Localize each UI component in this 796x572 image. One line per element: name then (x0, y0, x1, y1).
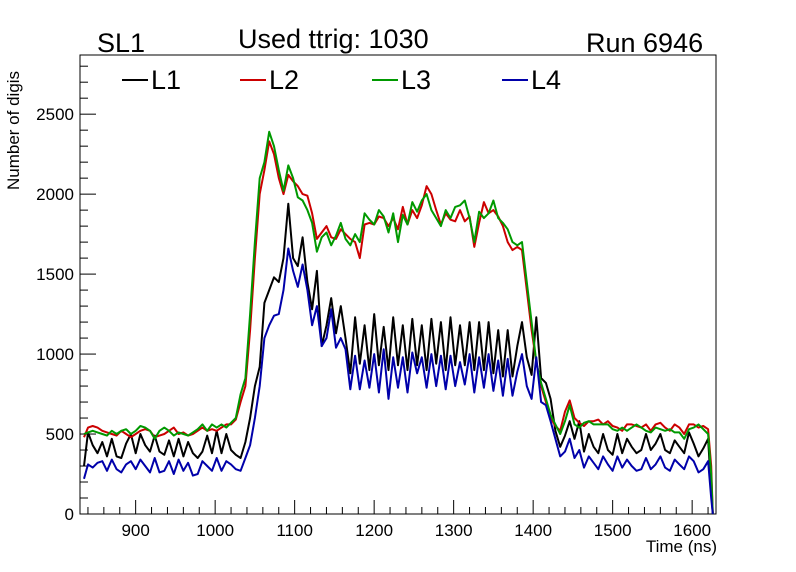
y-tick-label: 2000 (36, 185, 74, 204)
legend-label: L3 (401, 65, 431, 95)
legend-label: L2 (269, 65, 299, 95)
y-axis-title: Number of digis (4, 70, 23, 190)
y-tick-label: 1500 (36, 265, 74, 284)
x-tick-label: 1100 (276, 521, 313, 540)
x-tick-label: 1600 (673, 521, 711, 540)
x-tick-label: 1400 (514, 521, 552, 540)
y-tick-label: 500 (46, 425, 74, 444)
x-tick-label: 1200 (355, 521, 393, 540)
series-layer (83, 130, 714, 515)
y-tick-label: 2500 (36, 105, 74, 124)
legend-item-l1: L1 (122, 65, 181, 95)
run-label: Run 6946 (586, 28, 704, 58)
x-tick-label: 1300 (435, 521, 473, 540)
y-axis: 0 500 1000 1500 2000 2500 (36, 65, 96, 524)
legend-item-l3: L3 (372, 65, 431, 95)
legend-label: L4 (531, 65, 561, 95)
series-line-l3 (83, 130, 714, 515)
plot-frame (79, 54, 717, 515)
chart-title: Used ttrig: 1030 (238, 24, 429, 54)
series-line-l4 (83, 247, 714, 515)
x-axis-title: Time (ns) (645, 537, 717, 556)
y-tick-label: 1000 (36, 345, 74, 364)
x-tick-label: 1000 (196, 521, 234, 540)
series-line-l1 (83, 202, 714, 515)
x-axis: 900 1000 1100 1200 1300 1400 1500 1600 (87, 500, 711, 540)
legend: L1 L2 L3 L4 (122, 65, 561, 95)
x-tick-label: 1500 (594, 521, 632, 540)
y-tick-label: 0 (65, 505, 74, 524)
legend-label: L1 (151, 65, 181, 95)
superlayer-label: SL1 (97, 28, 146, 58)
x-tick-label: 900 (121, 521, 149, 540)
legend-item-l2: L2 (240, 65, 299, 95)
legend-item-l4: L4 (502, 65, 561, 95)
plot-border (79, 54, 717, 515)
